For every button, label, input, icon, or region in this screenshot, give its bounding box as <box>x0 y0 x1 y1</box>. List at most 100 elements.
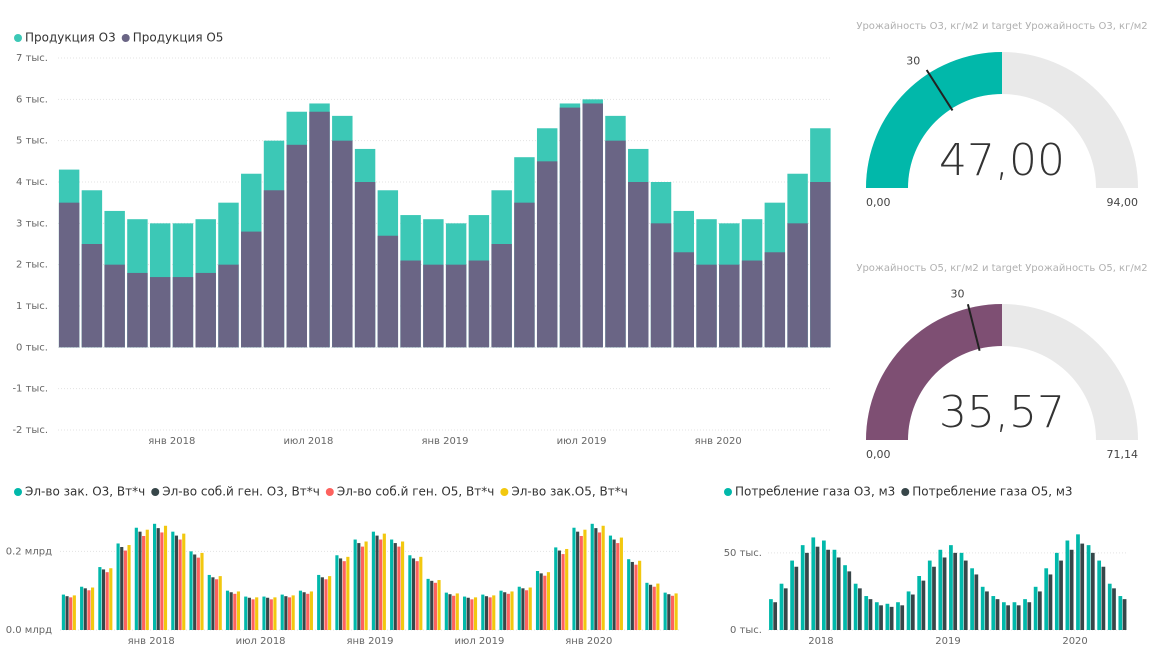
bar <box>419 556 423 630</box>
bar <box>974 574 979 630</box>
bar <box>195 272 216 348</box>
bar <box>393 543 397 630</box>
bar <box>357 543 361 630</box>
legend-marker <box>14 34 22 42</box>
bar <box>397 546 401 630</box>
y-tick-label: 1 тыс. <box>16 301 48 312</box>
bar <box>104 264 125 348</box>
bar <box>241 231 262 348</box>
bar <box>182 533 186 630</box>
bar <box>401 541 405 630</box>
bar <box>178 539 182 630</box>
bar <box>233 593 237 630</box>
bar <box>634 564 638 630</box>
bar <box>470 599 474 630</box>
bar <box>1122 599 1127 630</box>
gauge-title: Урожайность О5, кг/м2 и target Урожайнос… <box>856 263 1147 274</box>
bar <box>879 605 883 630</box>
bar <box>594 528 598 630</box>
bar <box>514 202 535 348</box>
legend-label: Эл-во соб.й ген. О3, Вт*ч <box>162 485 320 499</box>
x-tick-label: янв 2020 <box>695 436 742 447</box>
gauge-fill <box>866 304 1002 440</box>
bar <box>284 596 288 630</box>
bar <box>853 583 858 630</box>
bar <box>889 606 894 630</box>
x-tick-label: янв 2018 <box>128 636 175 647</box>
bar <box>995 599 1000 630</box>
bar <box>298 590 303 630</box>
x-tick-label: 2018 <box>808 636 833 647</box>
bar <box>980 586 985 630</box>
bar <box>174 535 179 630</box>
x-tick-label: 2019 <box>935 636 960 647</box>
bar <box>101 569 106 630</box>
bar <box>72 595 76 630</box>
bar <box>949 545 953 630</box>
bar <box>506 593 510 630</box>
bar <box>696 264 717 348</box>
bar <box>142 535 146 630</box>
y-tick-label: 0.2 млрд <box>6 546 52 557</box>
bar <box>769 599 773 630</box>
bar <box>153 523 157 630</box>
x-tick-label: 2020 <box>1062 636 1087 647</box>
x-tick-label: янв 2018 <box>148 436 195 447</box>
bar <box>1002 602 1006 630</box>
bar <box>1048 574 1053 630</box>
bar <box>858 588 862 630</box>
bar <box>291 595 295 630</box>
bar <box>269 599 273 630</box>
bar <box>650 223 672 348</box>
bar <box>805 552 809 630</box>
bar <box>536 161 558 348</box>
bar <box>160 532 164 630</box>
bar <box>309 591 313 630</box>
bar <box>91 587 95 630</box>
bar <box>83 588 87 630</box>
bar <box>543 575 547 630</box>
bar <box>255 597 259 630</box>
bar <box>667 594 671 630</box>
y-tick-label: 0.0 млрд <box>6 625 52 636</box>
bar <box>171 531 175 630</box>
bar <box>670 595 675 630</box>
gauge-title: Урожайность О3, кг/м2 и target Урожайнос… <box>856 21 1147 32</box>
bar <box>528 587 532 630</box>
bar <box>1059 560 1063 630</box>
legend-marker <box>325 488 334 496</box>
bar <box>815 546 820 630</box>
bar <box>87 590 91 630</box>
y-tick-label: 7 тыс. <box>16 53 48 64</box>
bar <box>608 535 613 630</box>
bar <box>61 594 65 630</box>
bar <box>656 583 660 630</box>
bar <box>127 545 131 630</box>
bar <box>317 574 321 630</box>
bar <box>822 540 826 630</box>
bar <box>627 559 631 630</box>
bar <box>1006 605 1010 630</box>
x-tick-label: янв 2019 <box>346 636 393 647</box>
bar <box>836 557 841 630</box>
bar <box>452 595 456 630</box>
bar <box>354 182 376 348</box>
bar <box>565 548 569 630</box>
bar <box>266 597 270 630</box>
bar <box>468 260 490 348</box>
bar <box>652 586 656 630</box>
bar <box>741 260 763 348</box>
bar <box>273 597 277 630</box>
bar <box>525 590 529 630</box>
bar <box>444 592 448 630</box>
bar <box>896 602 900 630</box>
bar <box>582 103 603 348</box>
bar <box>145 529 149 630</box>
bar <box>619 537 623 630</box>
legend-label: Продукция О3 <box>25 31 116 45</box>
bar <box>561 554 565 630</box>
bar <box>200 552 204 630</box>
bar <box>415 561 419 630</box>
y-tick-label: 5 тыс. <box>16 136 48 147</box>
bar <box>473 597 478 630</box>
